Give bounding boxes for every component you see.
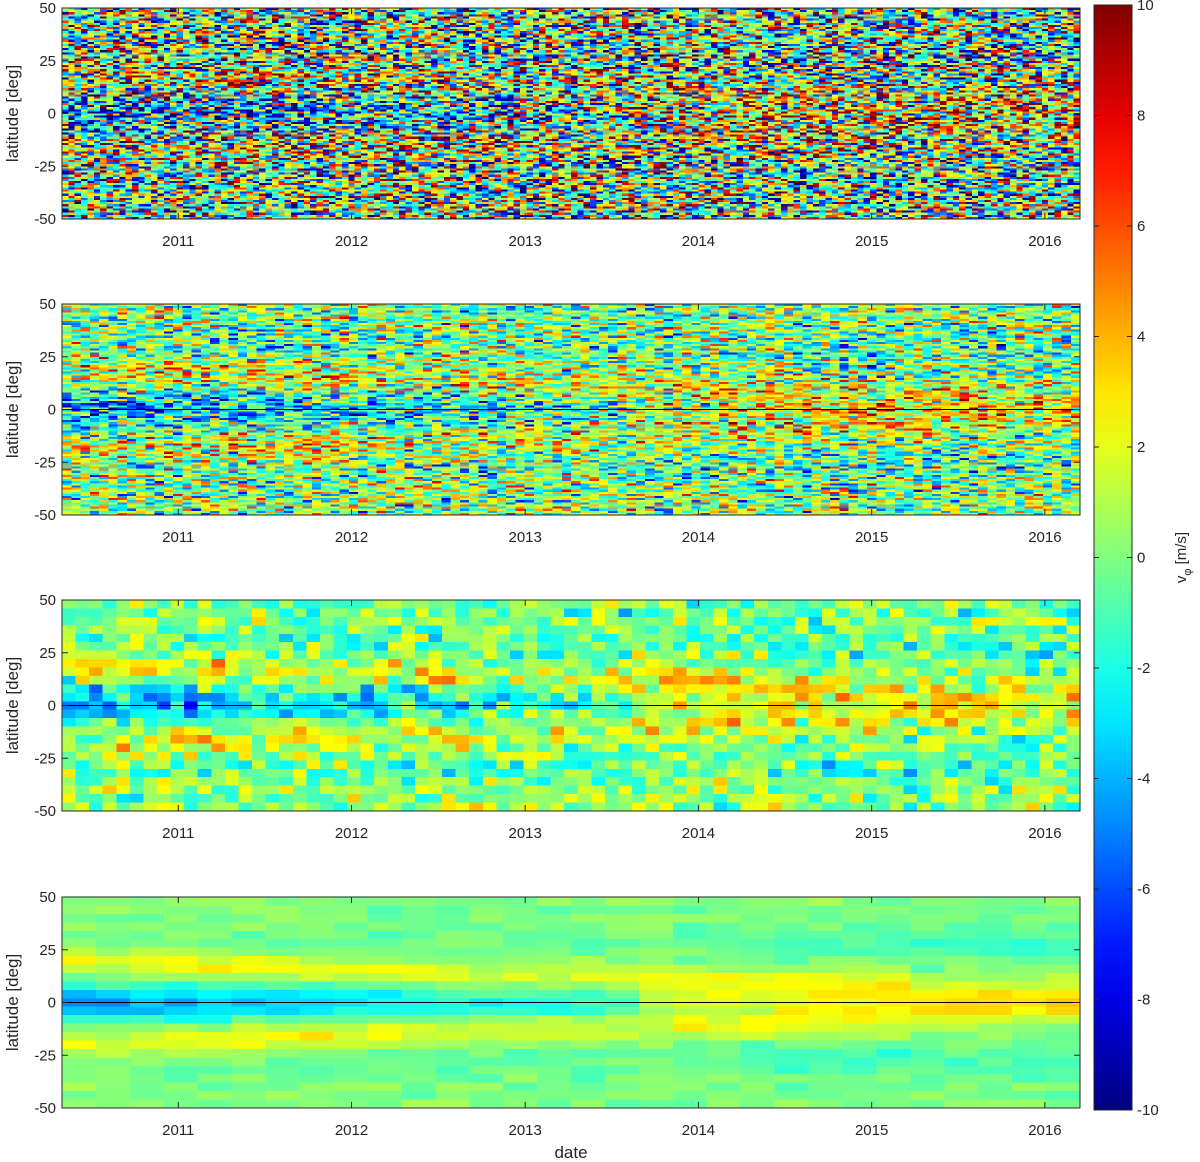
x-tick-label: 2015 xyxy=(855,529,888,546)
y-tick-label: 25 xyxy=(39,645,56,662)
y-tick-label: -25 xyxy=(34,750,56,767)
x-tick-label: 2015 xyxy=(855,233,888,250)
y-tick-label: -25 xyxy=(34,158,56,175)
x-tick-label: 2011 xyxy=(162,1122,194,1139)
y-axis-label: latitude [deg] xyxy=(3,65,22,162)
y-tick-label: 25 xyxy=(39,942,56,959)
x-tick-label: 2011 xyxy=(162,233,194,250)
y-tick-label: -50 xyxy=(34,507,56,524)
y-axis-label: latitude [deg] xyxy=(3,657,22,754)
y-tick-label: 25 xyxy=(39,349,56,366)
x-tick-label: 2014 xyxy=(682,233,715,250)
y-tick-label: 25 xyxy=(39,53,56,70)
y-tick-label: -25 xyxy=(34,454,56,471)
y-tick-label: 50 xyxy=(39,592,56,609)
y-tick-label: -25 xyxy=(34,1047,56,1064)
x-tick-label: 2012 xyxy=(335,1122,368,1139)
colorbar-tick-label: -10 xyxy=(1137,1102,1159,1119)
y-tick-label: -50 xyxy=(34,803,56,820)
y-axis-label: latitude [deg] xyxy=(3,361,22,458)
x-tick-label: 2014 xyxy=(682,1122,715,1139)
x-tick-label: 2016 xyxy=(1028,825,1061,842)
colorbar-tick-label: -4 xyxy=(1137,771,1150,788)
panel-3: -50 -25 0 25 50 2011 2012 2013 2014 2015 2016 latit… xyxy=(3,592,1081,842)
y-axis-label: latitude [deg] xyxy=(3,954,22,1051)
x-tick-label: 2013 xyxy=(509,529,542,546)
y-tick-label: 50 xyxy=(39,0,56,17)
x-tick-label: 2014 xyxy=(682,825,715,842)
y-tick-label: 50 xyxy=(39,889,56,906)
colorbar-tick-label: 4 xyxy=(1137,329,1145,346)
colorbar-tick-label: -6 xyxy=(1137,881,1150,898)
heatmap-cells xyxy=(62,8,1081,220)
colorbar-tick-label: 10 xyxy=(1137,0,1154,14)
colorbar-label: vφ[m/s] xyxy=(1173,532,1194,583)
x-tick-label: 2012 xyxy=(335,529,368,546)
y-tick-label: 0 xyxy=(48,995,56,1012)
colorbar-tick-label: 2 xyxy=(1137,439,1145,456)
panel-2: -50 -25 0 25 50 2011 2012 2013 2014 2015 2016 latit… xyxy=(3,296,1081,546)
colorbar-tick-label: 6 xyxy=(1137,218,1145,235)
x-axis-label: date xyxy=(554,1143,587,1162)
x-tick-label: 2012 xyxy=(335,233,368,250)
y-tick-label: 0 xyxy=(48,402,56,419)
x-tick-label: 2016 xyxy=(1028,1122,1061,1139)
x-tick-label: 2013 xyxy=(509,825,542,842)
x-tick-label: 2013 xyxy=(509,233,542,250)
y-tick-label: 50 xyxy=(39,296,56,313)
colorbar-tick-label: 0 xyxy=(1137,550,1145,567)
colorbar-label-unit: [m/s] xyxy=(1173,532,1190,565)
x-tick-label: 2012 xyxy=(335,825,368,842)
x-tick-label: 2015 xyxy=(855,825,888,842)
x-tick-label: 2011 xyxy=(162,529,194,546)
colorbar-tick-label: -8 xyxy=(1137,992,1150,1009)
x-tick-label: 2013 xyxy=(509,1122,542,1139)
x-tick-label: 2016 xyxy=(1028,529,1061,546)
y-tick-label: 0 xyxy=(48,698,56,715)
colorbar-tick-label: 8 xyxy=(1137,108,1145,125)
colorbar-label-subscript: φ xyxy=(1182,568,1194,575)
x-tick-label: 2016 xyxy=(1028,233,1061,250)
x-tick-label: 2015 xyxy=(855,1122,888,1139)
x-tick-label: 2011 xyxy=(162,825,194,842)
y-tick-label: 0 xyxy=(48,106,56,123)
colorbar-gradient xyxy=(1094,5,1132,1110)
colorbar-tick-label: -2 xyxy=(1137,660,1150,677)
panel-1: -50 -25 0 25 50 2011 2012 2013 2014 2015 2016 latit… xyxy=(3,0,1081,250)
y-tick-label: -50 xyxy=(34,1100,56,1117)
panel-4: -50 -25 0 25 50 2011 2012 2013 2014 2015 2016 latit… xyxy=(3,889,1081,1162)
x-tick-label: 2014 xyxy=(682,529,715,546)
y-tick-label: -50 xyxy=(34,211,56,228)
